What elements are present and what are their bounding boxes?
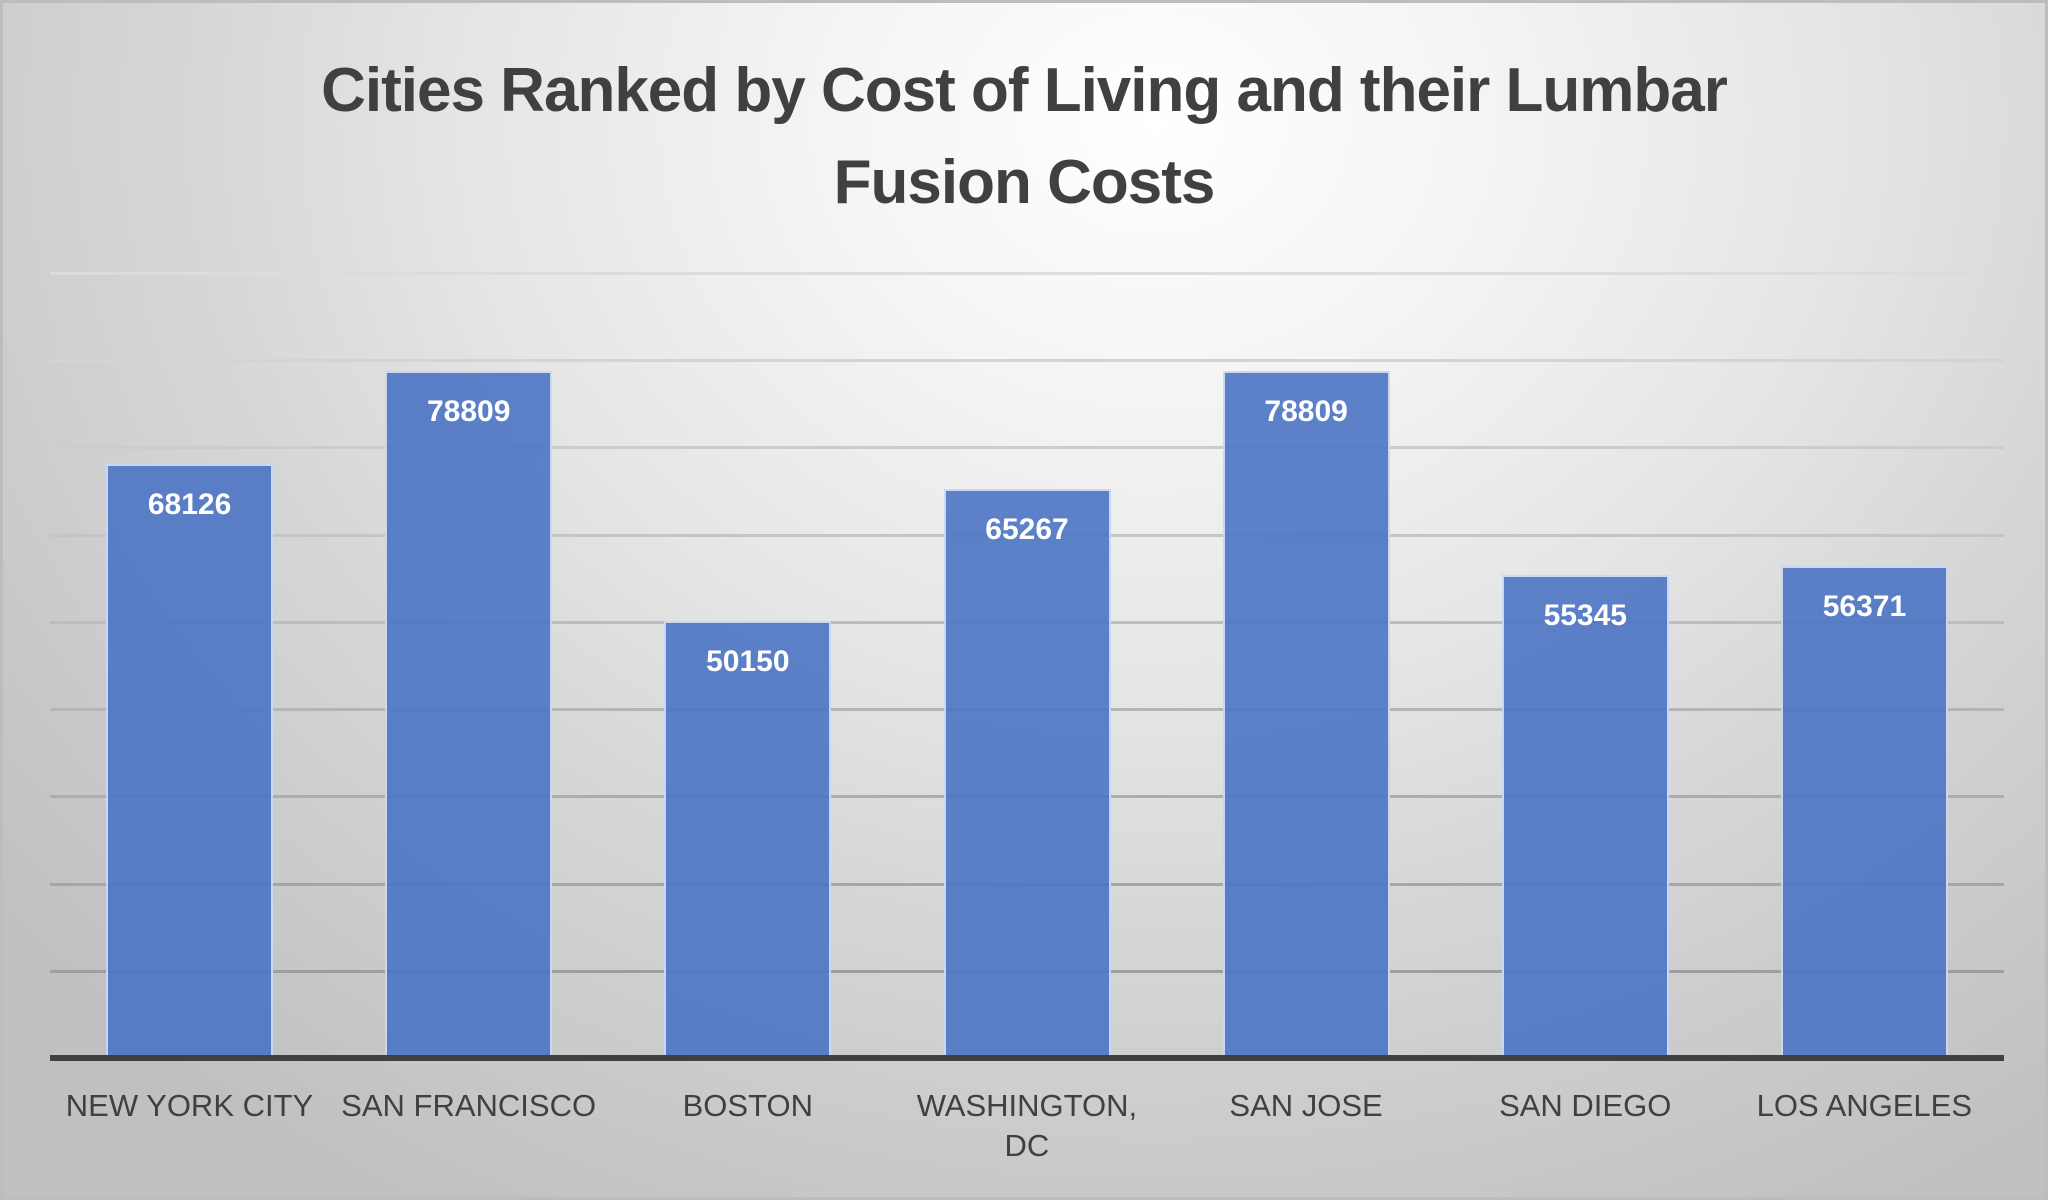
chart-title-line-1: Cities Ranked by Cost of Living and thei… [321, 56, 1728, 125]
bar[interactable]: 56371 [1780, 566, 1948, 1058]
x-axis-tick-label: SAN FRANCISCO [341, 1088, 597, 1123]
x-axis-line [50, 1055, 2004, 1061]
bar-value-label: 78809 [426, 394, 511, 428]
chart-title: Cities Ranked by Cost of Living and thei… [3, 45, 2045, 229]
bar-value-label: 56371 [1822, 590, 1907, 624]
x-axis-tick-label: NEW YORK CITY [65, 1088, 314, 1123]
bar[interactable]: 78809 [1222, 370, 1390, 1058]
bar-value-label: 65267 [985, 512, 1069, 546]
bar-value-label: 50150 [706, 644, 790, 678]
x-axis-tick-label: WASHINGTON, DC [916, 1088, 1138, 1163]
bar[interactable]: 55345 [1501, 575, 1669, 1058]
bar[interactable]: 65267 [943, 488, 1111, 1058]
x-axis-tick-label: LOS ANGELES [1756, 1088, 1973, 1123]
bar[interactable]: 68126 [106, 463, 274, 1058]
bar[interactable]: 50150 [664, 620, 832, 1058]
bar[interactable]: 78809 [385, 370, 553, 1058]
x-axis-tick-label: SAN DIEGO [1499, 1088, 1672, 1123]
x-axis-tick-label: BOSTON [682, 1088, 813, 1123]
gridline [50, 272, 2004, 275]
bar-value-label: 78809 [1264, 394, 1348, 428]
gridline [50, 359, 2004, 363]
chart-title-line-2: Fusion Costs [833, 148, 1216, 217]
plot-area: 68126 78809 50150 65267 78809 55345 56371 [50, 183, 2004, 1061]
bar-value-label: 55345 [1543, 599, 1627, 633]
gridline [50, 446, 2004, 450]
x-axis-tick-label: SAN JOSE [1229, 1088, 1383, 1123]
bar-value-label: 68126 [147, 487, 232, 521]
